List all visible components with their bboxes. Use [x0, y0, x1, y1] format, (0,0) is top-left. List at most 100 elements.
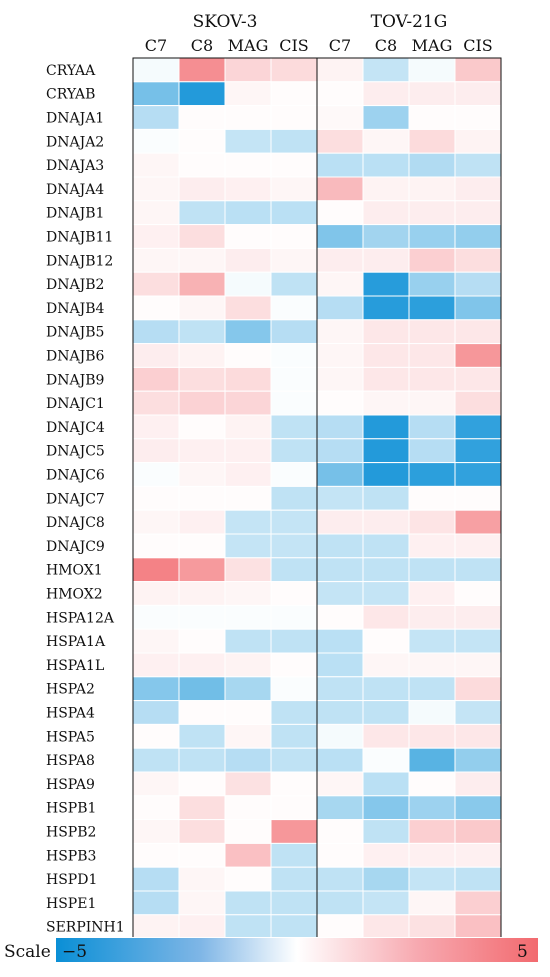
heatmap-cell — [178, 533, 226, 559]
heatmap-cell — [316, 152, 364, 178]
row-label-dnajb6: DNAJB6 — [46, 349, 104, 365]
heatmap-cell — [178, 152, 226, 178]
heatmap-cell — [408, 723, 456, 749]
heatmap-cell — [270, 390, 318, 416]
heatmap-cell — [316, 462, 364, 487]
row-label-dnajb4: DNAJB4 — [46, 301, 104, 317]
row-label-serpinh1: SERPINH1 — [46, 920, 125, 936]
heatmap-cell — [132, 176, 180, 202]
heatmap-cell — [270, 414, 318, 440]
heatmap-cell — [224, 319, 272, 345]
heatmap-cell — [224, 224, 272, 249]
heatmap-cell — [362, 57, 410, 83]
heatmap-cell — [454, 319, 502, 345]
heatmap-cell — [316, 842, 364, 868]
heatmap-cell — [270, 557, 318, 583]
heatmap-cells — [132, 57, 502, 937]
heatmap-cell — [454, 628, 502, 654]
heatmap-cell — [454, 914, 502, 937]
heatmap-cell — [178, 247, 226, 273]
heatmap-cell — [224, 747, 272, 773]
heatmap-cell — [316, 581, 364, 606]
heatmap-cell — [408, 700, 456, 725]
heatmap-cell — [454, 105, 502, 130]
heatmap-cell — [270, 914, 318, 937]
heatmap-cell — [362, 271, 410, 297]
heatmap-cell — [178, 509, 226, 535]
heatmap-cell — [408, 676, 456, 702]
heatmap-cell — [408, 200, 456, 226]
heatmap-cell — [454, 581, 502, 606]
heatmap-cell — [408, 105, 456, 130]
heatmap-cell — [408, 604, 456, 630]
heatmap-cell — [270, 795, 318, 821]
heatmap-cell — [178, 557, 226, 583]
heatmap-cell — [224, 271, 272, 297]
row-label-dnajb5: DNAJB5 — [46, 325, 104, 341]
heatmap-cell — [178, 604, 226, 630]
heatmap-cell — [362, 509, 410, 535]
heatmap-cell — [270, 676, 318, 702]
heatmap-cell — [270, 533, 318, 559]
row-label-dnajb12: DNAJB12 — [46, 253, 113, 269]
heatmap-cell — [270, 819, 318, 844]
heatmap-cell — [270, 438, 318, 464]
heatmap-cell — [132, 795, 180, 821]
heatmap-cell — [178, 176, 226, 202]
heatmap-cell — [454, 343, 502, 368]
row-label-dnajc1: DNAJC1 — [46, 396, 105, 412]
heatmap-cell — [178, 676, 226, 702]
row-label-dnajc8: DNAJC8 — [46, 515, 105, 531]
heatmap-cell — [132, 271, 180, 297]
heatmap-cell — [132, 319, 180, 345]
heatmap-cell — [224, 723, 272, 749]
heatmap-cell — [454, 819, 502, 844]
heatmap-cell — [408, 414, 456, 440]
heatmap-cell — [224, 462, 272, 487]
heatmap-cell — [224, 557, 272, 583]
heatmap-cell — [362, 819, 410, 844]
heatmap-cell — [316, 604, 364, 630]
heatmap-cell — [178, 628, 226, 654]
row-label-dnajc6: DNAJC6 — [46, 468, 105, 484]
row-label-hspe1: HSPE1 — [46, 896, 96, 912]
heatmap-cell — [270, 366, 318, 392]
heatmap-cell — [454, 128, 502, 154]
heatmap-cell — [316, 557, 364, 583]
heatmap-cell — [362, 771, 410, 797]
heatmap-cell — [316, 271, 364, 297]
heatmap-cell — [224, 176, 272, 202]
heatmap-cell — [316, 723, 364, 749]
heatmap-cell — [132, 509, 180, 535]
heatmap-cell — [454, 414, 502, 440]
heatmap-cell — [270, 200, 318, 226]
heatmap-cell — [178, 771, 226, 797]
heatmap-cell — [408, 842, 456, 868]
group-label-tov-21g: TOV-21G — [371, 12, 448, 32]
group-headers: SKOV-3 TOV-21G — [193, 12, 448, 32]
color-scale: Scale −5 5 — [0, 937, 550, 967]
heatmap-cell — [270, 866, 318, 892]
heatmap-cell — [132, 723, 180, 749]
heatmap-cell — [270, 271, 318, 297]
heatmap-cell — [454, 676, 502, 702]
heatmap-cell — [316, 700, 364, 725]
heatmap-cell — [454, 747, 502, 773]
heatmap-cell — [362, 842, 410, 868]
row-label-dnajc4: DNAJC4 — [46, 420, 105, 436]
heatmap-cell — [316, 509, 364, 535]
heatmap-cell — [316, 295, 364, 321]
heatmap-cell — [316, 533, 364, 559]
heatmap-cell — [224, 914, 272, 937]
heatmap-cell — [270, 604, 318, 630]
row-label-dnajc7: DNAJC7 — [46, 491, 105, 507]
heatmap-cell — [362, 747, 410, 773]
heatmap-cell — [316, 795, 364, 821]
row-label-dnajb2: DNAJB2 — [46, 277, 104, 293]
row-label-hspa2: HSPA2 — [46, 682, 95, 698]
heatmap-cell — [362, 366, 410, 392]
row-label-hspa8: HSPA8 — [46, 753, 95, 769]
heatmap-cell — [454, 485, 502, 511]
heatmap-cell — [132, 771, 180, 797]
column-label-skov-3-c8: C8 — [191, 36, 213, 55]
